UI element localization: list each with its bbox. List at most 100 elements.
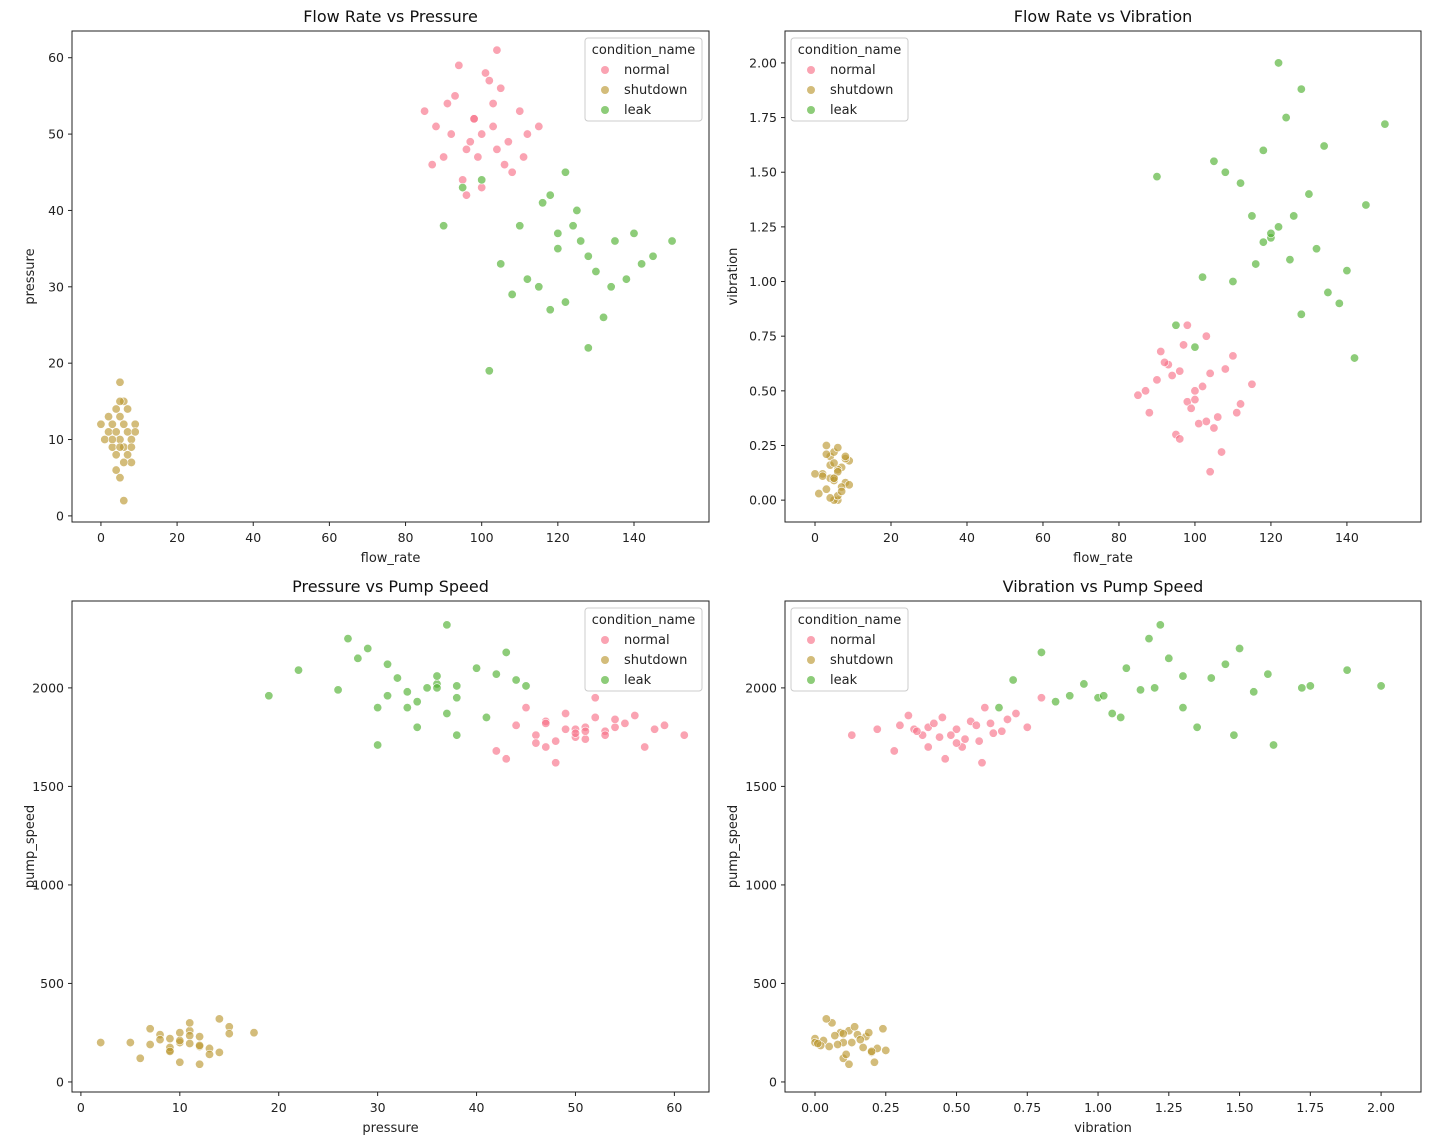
point-shutdown [881,1045,891,1055]
point-leak [1144,634,1154,644]
point-shutdown [878,1024,888,1034]
x-tick-label: 30 [370,1100,386,1115]
point-leak [522,274,532,284]
point-leak [1198,272,1208,282]
point-normal [895,720,905,730]
point-shutdown [123,450,133,460]
point-normal [461,190,471,200]
x-tick-label: 140 [622,530,646,545]
y-tick-label: 2.00 [749,55,777,70]
point-shutdown [130,427,140,437]
point-normal [1002,714,1012,724]
point-normal [1201,331,1211,341]
point-shutdown [833,1040,843,1050]
legend-marker-leak [807,106,815,114]
point-shutdown [829,473,839,483]
point-shutdown [840,451,850,461]
point-normal [1220,364,1230,374]
point-normal [940,754,950,764]
x-tick-label: 50 [568,1100,584,1115]
point-shutdown [135,1053,145,1063]
point-normal [980,703,990,713]
point-shutdown [810,469,820,479]
point-normal [1213,412,1223,422]
x-tick-label: 60 [1035,530,1051,545]
legend-title: condition_name [592,613,695,628]
x-tick-label: 1.50 [1226,1100,1254,1115]
point-normal [580,734,590,744]
point-leak [1251,259,1261,269]
point-leak [439,221,449,231]
point-leak [621,274,631,284]
point-leak [1236,178,1246,188]
point-shutdown [96,419,106,429]
point-normal [534,121,544,131]
point-shutdown [224,1029,234,1039]
point-shutdown [111,465,121,475]
point-leak [1376,681,1386,691]
x-tick-label: 80 [1111,530,1127,545]
point-leak [1178,671,1188,681]
point-shutdown [841,1049,851,1059]
point-leak [545,305,555,315]
y-tick-label: 0 [56,1074,64,1089]
point-shutdown [96,1038,106,1048]
point-shutdown [107,442,117,452]
point-normal [620,718,630,728]
x-tick-label: 120 [1259,530,1283,545]
point-leak [1008,675,1018,685]
legend-marker-normal [807,636,815,644]
x-tick-label: 0 [97,530,105,545]
point-normal [442,99,452,109]
subplot-2: Flow Rate vs Vibration 0 20 40 60 80 100 120 140… [726,7,1422,566]
point-shutdown [175,1028,185,1038]
point-normal [484,76,494,86]
point-normal [1236,399,1246,409]
point-leak [1269,740,1279,750]
point-shutdown [821,1014,831,1024]
legend-label-shutdown: shutdown [624,653,687,668]
point-leak [373,740,383,750]
point-leak [576,236,586,246]
point-normal [561,724,571,734]
point-normal [590,693,600,703]
y-tick-label: 500 [40,976,64,991]
point-leak [432,683,442,693]
y-tick-label: 20 [48,356,64,371]
x-tick-label: 20 [271,1100,287,1115]
point-normal [521,703,531,713]
point-normal [439,152,449,162]
point-normal [988,728,998,738]
point-normal [541,718,551,728]
point-leak [1164,653,1174,663]
point-normal [929,718,939,728]
point-normal [923,742,933,752]
point-normal [659,720,669,730]
point-normal [971,720,981,730]
point-leak [481,712,491,722]
point-normal [1167,371,1177,381]
point-leak [1258,145,1268,155]
point-shutdown [837,486,847,496]
point-leak [1380,119,1390,129]
x-tick-label: 0.75 [1013,1100,1041,1115]
point-normal [446,129,456,139]
point-leak [477,175,487,185]
point-normal [551,736,561,746]
point-shutdown [111,427,121,437]
axes-frame [784,30,1422,523]
point-leak [1305,681,1315,691]
point-normal [889,746,899,756]
point-shutdown [119,419,129,429]
point-leak [1342,266,1352,276]
point-normal [1179,340,1189,350]
point-leak [496,259,506,269]
legend-marker-shutdown [807,656,815,664]
point-leak [484,366,494,376]
point-normal [1175,434,1185,444]
point-normal [977,758,987,768]
point-normal [590,712,600,722]
point-leak [264,691,274,701]
point-leak [1296,84,1306,94]
